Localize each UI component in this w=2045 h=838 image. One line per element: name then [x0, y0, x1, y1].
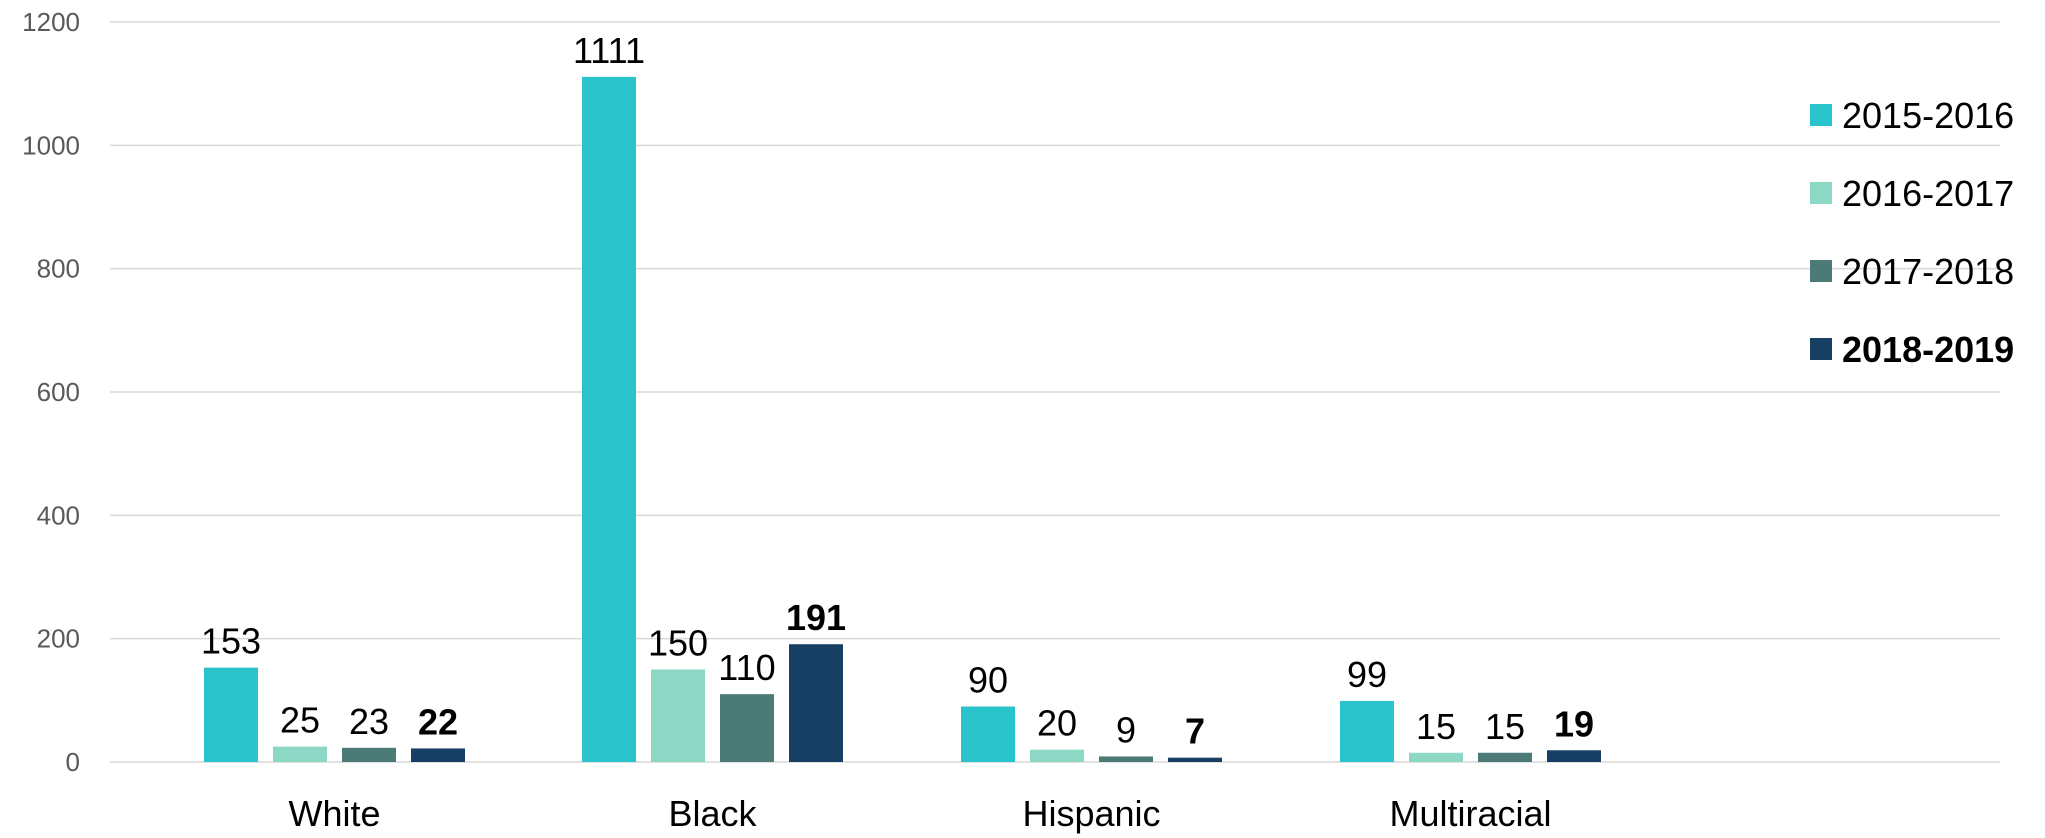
legend-label: 2017-2018: [1842, 251, 2014, 292]
y-tick-label: 1000: [22, 130, 80, 160]
bar-black-2016-2017: [651, 669, 705, 762]
legend-swatch: [1810, 260, 1832, 282]
data-label: 7: [1185, 711, 1205, 752]
data-label: 23: [349, 701, 389, 742]
category-label: Black: [668, 793, 757, 834]
bar-hispanic-2016-2017: [1030, 749, 1084, 762]
y-tick-label: 400: [37, 500, 80, 530]
bar-white-2017-2018: [342, 747, 396, 762]
y-tick-label: 600: [37, 377, 80, 407]
category-labels: White Black Hispanic Multiracial: [288, 793, 1551, 834]
data-labels: 153 1111 90 99 25 150 20 15 23 110 9 15 22 191 7 19: [201, 30, 1594, 752]
legend-item: 2018-2019: [1810, 329, 2014, 370]
y-tick-label: 0: [66, 747, 80, 777]
y-tick-label: 200: [37, 624, 80, 654]
data-label: 19: [1554, 703, 1594, 744]
legend-label: 2015-2016: [1842, 95, 2014, 136]
category-label: Multiracial: [1389, 793, 1551, 834]
bar-black-2015-2016: [582, 76, 636, 763]
data-label: 99: [1347, 654, 1387, 695]
data-label: 150: [648, 623, 708, 664]
bar-multiracial-2015-2016: [1340, 700, 1394, 762]
legend: 2015-2016 2016-2017 2017-2018 2018-2019: [1810, 95, 2014, 370]
bar-hispanic-2015-2016: [961, 706, 1015, 762]
bar-white-2015-2016: [204, 667, 258, 762]
data-label: 110: [718, 647, 775, 688]
bar-hispanic-2017-2018: [1099, 756, 1153, 762]
data-label: 20: [1037, 703, 1077, 744]
legend-item: 2016-2017: [1810, 173, 2014, 214]
legend-swatch: [1810, 338, 1832, 360]
category-label: White: [288, 793, 380, 834]
legend-label: 2016-2017: [1842, 173, 2014, 214]
legend-swatch: [1810, 182, 1832, 204]
data-label: 9: [1116, 709, 1136, 750]
bars: [204, 76, 1601, 763]
bar-multiracial-2017-2018: [1478, 752, 1532, 762]
gridlines: [110, 21, 2000, 763]
data-label: 153: [201, 621, 261, 662]
y-tick-label: 800: [37, 254, 80, 284]
legend-label: 2018-2019: [1842, 329, 2014, 370]
bar-hispanic-2018-2019: [1168, 757, 1222, 762]
y-axis-tick-labels: 0 200 400 600 800 1000 1200: [22, 7, 80, 777]
data-label: 90: [968, 660, 1008, 701]
bar-white-2018-2019: [411, 748, 465, 762]
legend-swatch: [1810, 104, 1832, 126]
data-label: 22: [418, 701, 458, 742]
data-label: 25: [280, 700, 320, 741]
bar-white-2016-2017: [273, 746, 327, 762]
category-label: Hispanic: [1022, 793, 1160, 834]
bar-black-2018-2019: [789, 644, 843, 762]
bar-black-2017-2018: [720, 694, 774, 762]
legend-item: 2015-2016: [1810, 95, 2014, 136]
data-label: 191: [786, 597, 846, 638]
data-label: 15: [1485, 706, 1525, 747]
bar-multiracial-2016-2017: [1409, 752, 1463, 762]
bar-multiracial-2018-2019: [1547, 750, 1601, 762]
data-label: 15: [1416, 706, 1456, 747]
y-tick-label: 1200: [22, 7, 80, 37]
legend-item: 2017-2018: [1810, 251, 2014, 292]
data-label: 1111: [573, 30, 645, 71]
